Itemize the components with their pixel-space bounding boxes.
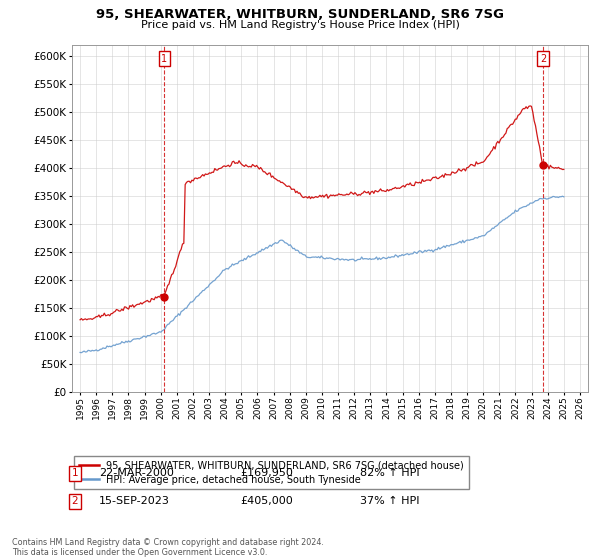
Text: 15-SEP-2023: 15-SEP-2023 [99,496,170,506]
Text: 95, SHEARWATER, WHITBURN, SUNDERLAND, SR6 7SG: 95, SHEARWATER, WHITBURN, SUNDERLAND, SR… [96,8,504,21]
Text: 22-MAR-2000: 22-MAR-2000 [99,468,174,478]
Text: 37% ↑ HPI: 37% ↑ HPI [360,496,419,506]
Text: Price paid vs. HM Land Registry's House Price Index (HPI): Price paid vs. HM Land Registry's House … [140,20,460,30]
Text: 82% ↑ HPI: 82% ↑ HPI [360,468,419,478]
Text: 1: 1 [71,468,79,478]
Text: 2: 2 [71,496,79,506]
Text: £169,950: £169,950 [240,468,293,478]
Legend: 95, SHEARWATER, WHITBURN, SUNDERLAND, SR6 7SG (detached house), HPI: Average pri: 95, SHEARWATER, WHITBURN, SUNDERLAND, SR… [74,456,469,489]
Text: Contains HM Land Registry data © Crown copyright and database right 2024.
This d: Contains HM Land Registry data © Crown c… [12,538,324,557]
Text: £405,000: £405,000 [240,496,293,506]
Text: 1: 1 [161,54,167,64]
Text: 2: 2 [540,54,546,64]
